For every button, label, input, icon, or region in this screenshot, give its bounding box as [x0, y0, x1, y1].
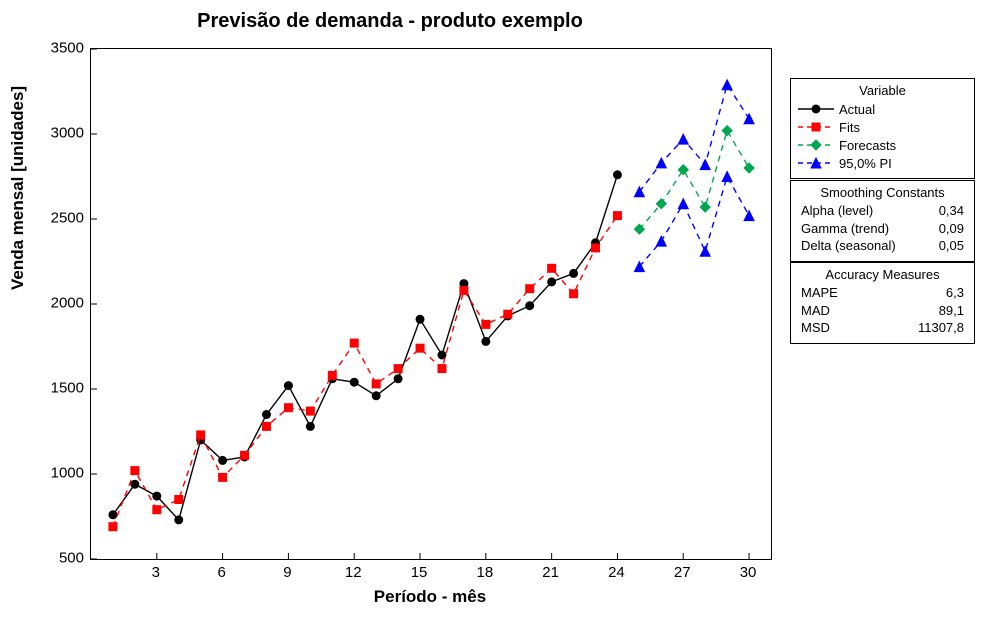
x-tick-label: 9	[283, 564, 291, 581]
legend-swatch-icon	[797, 119, 835, 135]
info-key: MAD	[801, 302, 830, 320]
chart-title: Previsão de demanda - produto exemplo	[0, 10, 780, 33]
legend-item: 95,0% PI	[797, 154, 968, 172]
x-tick-label: 21	[542, 564, 559, 581]
info-key: MAPE	[801, 284, 838, 302]
y-axis-label: Venda mensal [unidades]	[8, 86, 28, 290]
legend-swatch-icon	[797, 137, 835, 153]
info-value: 89,1	[939, 302, 964, 320]
x-tick-label: 15	[411, 564, 428, 581]
x-tick-label: 24	[608, 564, 625, 581]
info-value: 0,34	[939, 202, 964, 220]
info-row: MSD 11307,8	[797, 319, 968, 337]
info-value: 0,09	[939, 220, 964, 238]
legend-item: Actual	[797, 100, 968, 118]
info-value: 6,3	[946, 284, 964, 302]
y-tick-label: 500	[24, 550, 84, 567]
info-value: 11307,8	[918, 319, 964, 337]
info-row: Delta (seasonal) 0,05	[797, 237, 968, 255]
accuracy-measures-box: Accuracy Measures MAPE 6,3 MAD 89,1 MSD 11307…	[790, 262, 975, 344]
info-key: Gamma (trend)	[801, 220, 889, 238]
x-tick-label: 27	[674, 564, 691, 581]
chart-container: Previsão de demanda - produto exemplo Ve…	[0, 0, 989, 619]
y-tick-label: 2500	[24, 210, 84, 227]
smoothing-title: Smoothing Constants	[797, 185, 968, 200]
legend-item: Forecasts	[797, 136, 968, 154]
x-axis-label: Período - mês	[90, 587, 770, 607]
y-tick-label: 1000	[24, 465, 84, 482]
x-tick-label: 6	[217, 564, 225, 581]
y-tick-label: 3000	[24, 125, 84, 142]
legend-title: Variable	[797, 83, 968, 98]
y-tick-label: 1500	[24, 380, 84, 397]
smoothing-constants-box: Smoothing Constants Alpha (level)0,34Gam…	[790, 180, 975, 262]
x-tick-label: 3	[152, 564, 160, 581]
y-tick-label: 2000	[24, 295, 84, 312]
legend-label: Fits	[839, 120, 860, 135]
legend-label: Actual	[839, 102, 875, 117]
x-tick-label: 12	[345, 564, 362, 581]
x-tick-label: 30	[740, 564, 757, 581]
info-key: MSD	[801, 319, 830, 337]
y-tick-label: 3500	[24, 40, 84, 57]
info-row: Gamma (trend) 0,09	[797, 220, 968, 238]
x-tick-label: 18	[476, 564, 493, 581]
info-key: Alpha (level)	[801, 202, 873, 220]
legend-label: 95,0% PI	[839, 156, 892, 171]
legend-swatch-icon	[797, 101, 835, 117]
accuracy-title: Accuracy Measures	[797, 267, 968, 282]
info-key: Delta (seasonal)	[801, 237, 896, 255]
info-value: 0,05	[939, 237, 964, 255]
info-row: MAD 89,1	[797, 302, 968, 320]
info-row: Alpha (level) 0,34	[797, 202, 968, 220]
legend-item: Fits	[797, 118, 968, 136]
legend-box: Variable Actual Fits Forecasts 95,0% PI	[790, 78, 975, 179]
plot-area	[90, 48, 772, 560]
info-row: MAPE 6,3	[797, 284, 968, 302]
legend-label: Forecasts	[839, 138, 896, 153]
legend-swatch-icon	[797, 155, 835, 171]
